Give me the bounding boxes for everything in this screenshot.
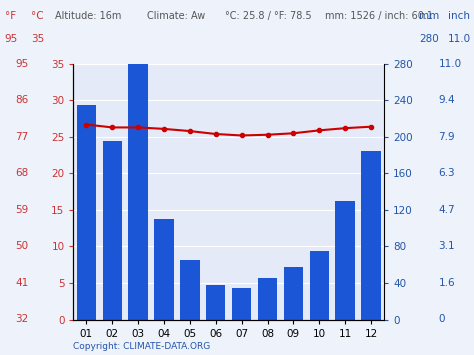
Text: 9.4: 9.4 <box>438 95 455 105</box>
Text: 4.7: 4.7 <box>438 205 455 215</box>
Text: 0: 0 <box>438 315 445 324</box>
Bar <box>128 55 148 320</box>
Text: 35: 35 <box>31 34 44 44</box>
Text: 68: 68 <box>15 168 28 179</box>
Text: mm: mm <box>419 11 440 21</box>
Bar <box>361 151 381 320</box>
Bar <box>258 278 277 320</box>
Text: 86: 86 <box>15 95 28 105</box>
Text: 280: 280 <box>419 34 439 44</box>
Bar <box>336 201 355 320</box>
Text: °F: °F <box>5 11 16 21</box>
Text: 32: 32 <box>15 315 28 324</box>
Text: 95: 95 <box>5 34 18 44</box>
Text: 77: 77 <box>15 132 28 142</box>
Bar <box>102 142 122 320</box>
Text: °C: 25.8 / °F: 78.5: °C: 25.8 / °F: 78.5 <box>225 11 312 21</box>
Text: °C: °C <box>31 11 44 21</box>
Text: 41: 41 <box>15 278 28 288</box>
Bar <box>232 288 251 320</box>
Bar <box>310 251 329 320</box>
Text: 3.1: 3.1 <box>438 241 455 251</box>
Text: 7.9: 7.9 <box>438 132 455 142</box>
Text: 1.6: 1.6 <box>438 278 455 288</box>
Bar <box>155 219 174 320</box>
Text: Altitude: 16m: Altitude: 16m <box>55 11 121 21</box>
Text: 11.0: 11.0 <box>448 34 471 44</box>
Text: 50: 50 <box>15 241 28 251</box>
Text: 11.0: 11.0 <box>438 59 462 69</box>
Text: 95: 95 <box>15 59 28 69</box>
Bar <box>77 105 96 320</box>
Text: inch: inch <box>448 11 470 21</box>
Bar <box>206 285 226 320</box>
Text: Copyright: CLIMATE-DATA.ORG: Copyright: CLIMATE-DATA.ORG <box>73 343 211 351</box>
Bar <box>283 267 303 320</box>
Text: Climate: Aw: Climate: Aw <box>147 11 205 21</box>
Text: mm: 1526 / inch: 60.1: mm: 1526 / inch: 60.1 <box>325 11 433 21</box>
Bar <box>180 260 200 320</box>
Text: 59: 59 <box>15 205 28 215</box>
Text: 6.3: 6.3 <box>438 168 455 179</box>
